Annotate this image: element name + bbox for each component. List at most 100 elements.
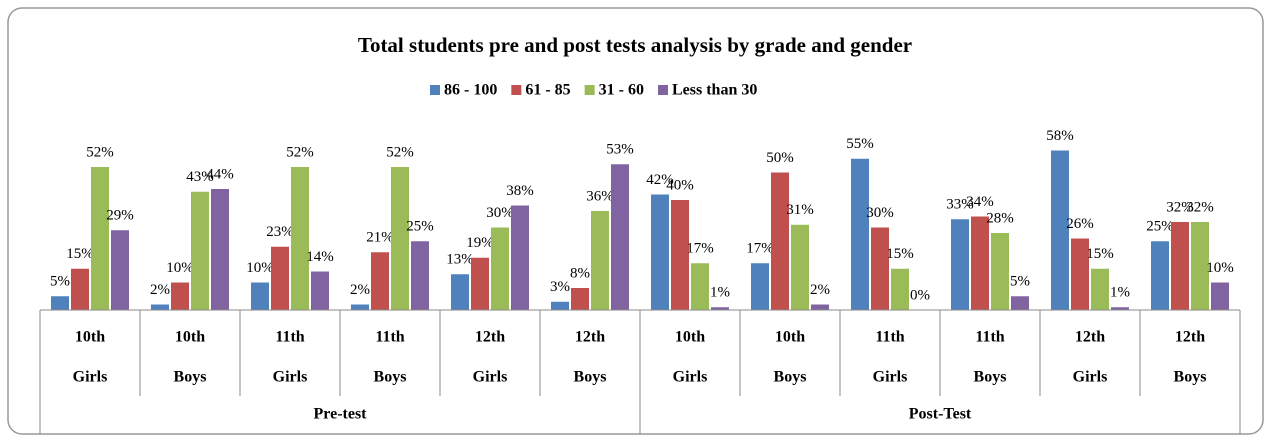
bar xyxy=(651,194,669,310)
bar xyxy=(811,304,829,310)
value-label: 8% xyxy=(570,265,590,281)
value-label: 43% xyxy=(186,169,214,185)
value-label: 26% xyxy=(1066,216,1094,232)
bar xyxy=(171,282,189,310)
value-label: 15% xyxy=(1086,246,1114,262)
value-label: 40% xyxy=(666,177,694,193)
category-label: 10th xyxy=(775,329,805,346)
value-label: 32% xyxy=(1166,199,1194,215)
value-label: 1% xyxy=(710,285,730,301)
value-label: 14% xyxy=(306,249,334,265)
category-label: Girls xyxy=(873,369,908,386)
legend-label: Less than 30 xyxy=(672,82,757,99)
bar xyxy=(371,252,389,310)
bar xyxy=(1211,282,1229,310)
bar xyxy=(1151,241,1169,310)
value-label: 0% xyxy=(910,287,930,303)
category-label: Boys xyxy=(574,369,607,386)
value-label: 17% xyxy=(686,241,714,257)
value-label: 19% xyxy=(466,235,494,251)
bar xyxy=(591,211,609,310)
category-label: Boys xyxy=(374,369,407,386)
value-label: 44% xyxy=(206,166,234,182)
value-label: 55% xyxy=(846,136,874,152)
value-label: 32% xyxy=(1186,199,1214,215)
bar xyxy=(951,219,969,310)
category-label: 11th xyxy=(375,329,404,346)
value-label: 31% xyxy=(786,202,814,218)
bar xyxy=(151,304,169,310)
legend-label: 86 - 100 xyxy=(444,82,497,99)
bar xyxy=(311,271,329,310)
chart-title: Total students pre and post tests analys… xyxy=(358,33,912,57)
bar xyxy=(271,246,289,310)
category-label: 12th xyxy=(575,329,605,346)
bar xyxy=(251,282,269,310)
value-label: 53% xyxy=(606,142,634,158)
value-label: 2% xyxy=(810,282,830,298)
bar xyxy=(1051,150,1069,310)
bar xyxy=(971,216,989,310)
bar xyxy=(1011,296,1029,310)
bar xyxy=(51,296,69,310)
bar xyxy=(191,191,209,310)
bar xyxy=(691,263,709,310)
bar xyxy=(211,189,229,310)
bar xyxy=(1191,222,1209,310)
category-label: Girls xyxy=(673,369,708,386)
bar xyxy=(1111,307,1129,310)
bar xyxy=(991,233,1009,310)
bar xyxy=(1171,222,1189,310)
bar xyxy=(851,158,869,310)
bar xyxy=(411,241,429,310)
value-label: 29% xyxy=(106,208,134,224)
category-label: Boys xyxy=(174,369,207,386)
bar xyxy=(71,268,89,310)
value-label: 3% xyxy=(550,279,570,295)
group-label: Pre-test xyxy=(314,406,368,423)
value-label: 17% xyxy=(746,241,774,257)
legend-label: 31 - 60 xyxy=(599,82,644,99)
legend-swatch xyxy=(511,85,522,95)
value-label: 30% xyxy=(486,205,514,221)
chart-frame xyxy=(7,7,1264,435)
value-label: 25% xyxy=(1146,219,1174,235)
value-label: 2% xyxy=(350,282,370,298)
value-label: 5% xyxy=(1010,274,1030,290)
value-label: 58% xyxy=(1046,128,1074,144)
value-label: 36% xyxy=(586,188,614,204)
bar xyxy=(111,230,129,310)
bar xyxy=(91,167,109,310)
category-label: 12th xyxy=(475,329,505,346)
category-label: 11th xyxy=(875,329,904,346)
value-label: 52% xyxy=(86,144,114,160)
value-label: 25% xyxy=(406,219,434,235)
value-label: 10% xyxy=(246,260,274,276)
value-label: 21% xyxy=(366,230,394,246)
bar xyxy=(871,227,889,310)
category-label: 10th xyxy=(175,329,205,346)
value-label: 52% xyxy=(386,144,414,160)
bar xyxy=(1091,268,1109,310)
category-label: 11th xyxy=(275,329,304,346)
legend-swatch xyxy=(430,85,440,95)
value-label: 23% xyxy=(266,224,294,240)
value-label: 42% xyxy=(646,172,674,188)
category-label: Girls xyxy=(273,369,308,386)
value-label: 38% xyxy=(506,183,534,199)
bar xyxy=(351,304,369,310)
bar xyxy=(511,205,529,310)
value-label: 10% xyxy=(1206,260,1234,276)
bar xyxy=(791,224,809,310)
bar xyxy=(451,274,469,310)
category-label: Girls xyxy=(1073,369,1108,386)
value-label: 30% xyxy=(866,205,894,221)
legend-swatch xyxy=(584,85,595,95)
category-label: Boys xyxy=(1174,369,1207,386)
category-label: 12th xyxy=(1175,329,1205,346)
bar xyxy=(391,167,409,310)
value-label: 15% xyxy=(886,246,914,262)
value-label: 52% xyxy=(286,144,314,160)
value-label: 33% xyxy=(946,197,974,213)
legend-label: 61 - 85 xyxy=(525,82,570,99)
